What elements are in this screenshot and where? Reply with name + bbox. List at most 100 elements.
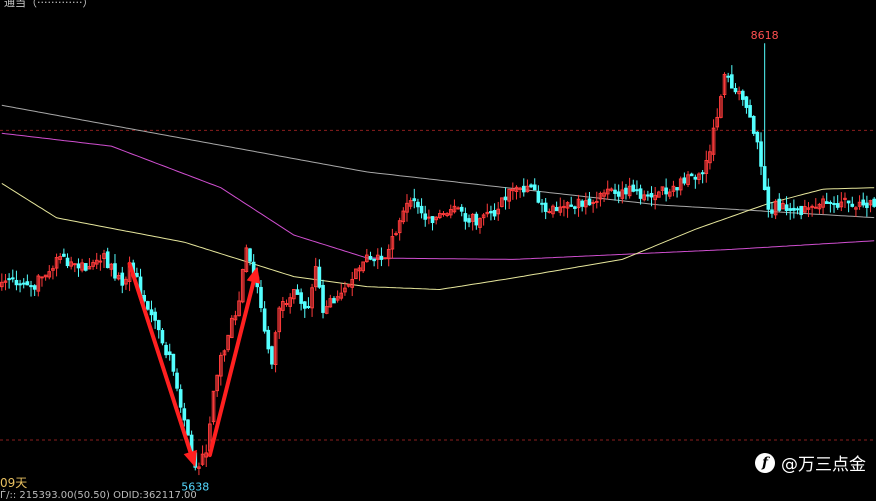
- candle-body: [620, 189, 625, 199]
- candle-body: [865, 202, 869, 208]
- candle-body: [248, 248, 252, 262]
- volume-readout: Ѓ/:: 215393.00(50.50) ODID:362117.00: [0, 490, 197, 501]
- candle-body: [335, 296, 340, 301]
- candle-body: [715, 116, 720, 128]
- candle-body: [18, 283, 22, 286]
- candle-body: [700, 172, 705, 175]
- candle-body: [120, 272, 125, 286]
- candle-body: [80, 262, 84, 271]
- candle-body: [321, 284, 325, 313]
- candle-body: [846, 200, 851, 204]
- candle-body: [511, 188, 515, 192]
- candle-body: [350, 278, 355, 288]
- candle-body: [58, 256, 63, 260]
- candle-body: [759, 141, 763, 167]
- candle-body: [215, 374, 219, 392]
- candle-body: [328, 298, 333, 308]
- candle-body: [368, 256, 373, 260]
- candle-body: [722, 73, 727, 95]
- candle-body: [105, 251, 110, 269]
- candle-body: [339, 292, 344, 299]
- candle-body: [562, 205, 566, 209]
- candle-body: [740, 90, 745, 100]
- candle-body: [711, 127, 716, 155]
- candle-body: [697, 173, 701, 180]
- candle-body: [237, 300, 241, 317]
- low-price-label: 5638: [181, 480, 209, 493]
- candle-body: [54, 257, 59, 269]
- candle-body: [642, 194, 647, 201]
- candle-body: [266, 329, 271, 350]
- candle-body: [153, 311, 157, 321]
- candle-body: [310, 287, 314, 309]
- candle-body: [777, 198, 782, 211]
- candle-body: [773, 200, 778, 216]
- candle-body: [744, 96, 749, 108]
- candle-body: [540, 202, 544, 205]
- candle-body: [47, 271, 52, 278]
- candle-body: [448, 209, 453, 216]
- candle-body: [605, 188, 610, 195]
- price-labels: 8618 5638: [181, 29, 778, 493]
- candle-body: [408, 200, 413, 207]
- candlesticks: [0, 43, 876, 476]
- candle-body: [500, 197, 504, 207]
- candle-body: [182, 408, 187, 421]
- candle-body: [817, 203, 822, 210]
- candle-body: [824, 201, 829, 204]
- candle-body: [821, 198, 825, 208]
- candle-body: [146, 301, 150, 310]
- candle-body: [456, 207, 460, 210]
- candle-body: [573, 206, 577, 209]
- candle-body: [262, 308, 267, 332]
- candle-body: [813, 206, 818, 209]
- candle-body: [32, 285, 37, 290]
- candle-body: [635, 189, 639, 192]
- candle-body: [186, 419, 190, 436]
- candle-body: [113, 263, 117, 279]
- candle-body: [843, 197, 847, 200]
- candle-body: [832, 203, 836, 206]
- candle-body: [204, 452, 209, 458]
- candle-body: [332, 298, 336, 304]
- candle-body: [14, 279, 19, 286]
- candle-body: [21, 282, 26, 285]
- candle-body: [416, 201, 420, 208]
- candle-body: [485, 211, 490, 215]
- candle-body: [419, 205, 424, 214]
- candle-body: [423, 213, 428, 220]
- candle-body: [401, 210, 406, 223]
- candle-body: [678, 178, 683, 191]
- candle-body: [29, 285, 33, 288]
- candle-body: [142, 295, 146, 302]
- candle-body: [726, 75, 730, 78]
- candle-body: [784, 204, 789, 211]
- candle-body: [788, 208, 793, 211]
- candle-body: [427, 216, 431, 219]
- candle-body: [704, 160, 709, 175]
- candle-body: [503, 196, 508, 201]
- candle-body: [507, 188, 511, 202]
- candle-body: [357, 267, 362, 272]
- trend-arrow-shaft-0: [127, 261, 193, 455]
- candle-body: [197, 466, 201, 469]
- candle-body: [0, 281, 4, 288]
- candle-body: [233, 315, 238, 321]
- candle-body: [781, 202, 785, 210]
- candle-body: [438, 213, 442, 219]
- candle-body: [551, 205, 555, 215]
- candle-body: [529, 184, 533, 188]
- candle-body: [689, 173, 694, 177]
- candle-body: [244, 247, 249, 273]
- candle-body: [521, 185, 526, 193]
- candle-body: [609, 188, 614, 191]
- candle-body: [69, 261, 73, 267]
- candle-body: [828, 202, 833, 205]
- candle-body: [124, 278, 128, 285]
- candle-body: [98, 260, 103, 263]
- candle-body: [116, 275, 121, 280]
- candle-body: [25, 281, 30, 286]
- candle-body: [313, 266, 318, 288]
- ma_short-line: [1, 182, 875, 291]
- candle-body: [558, 206, 563, 213]
